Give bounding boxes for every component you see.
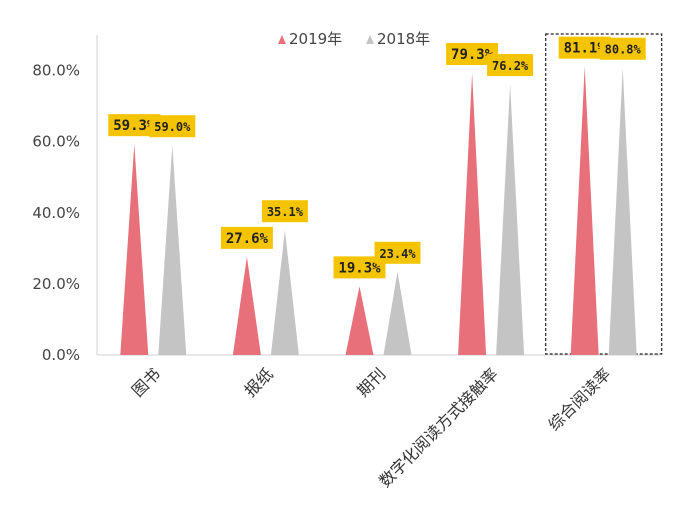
data-label: 27.6% <box>226 231 269 247</box>
data-label: 79.3% <box>451 47 494 63</box>
data-label-box <box>487 54 534 77</box>
data-label-box <box>333 256 386 279</box>
data-label: 76.2% <box>492 59 529 73</box>
data-label-box <box>108 114 161 137</box>
data-label: 81.1% <box>564 41 607 57</box>
triangle-bar <box>458 73 487 356</box>
legend-label: 2018年 <box>377 30 430 48</box>
y-tick-label: 0.0% <box>42 346 80 364</box>
data-label-box <box>374 241 421 264</box>
category-label: 数字化阅读方式接触率 <box>375 364 502 491</box>
data-label: 19.3% <box>338 260 381 276</box>
triangle-bar <box>608 67 637 355</box>
category-label: 报纸 <box>241 364 277 400</box>
data-label-box <box>446 43 499 66</box>
triangle-bar <box>570 66 599 356</box>
data-label: 23.4% <box>379 247 416 261</box>
triangle-bar <box>496 84 525 356</box>
data-label: 80.8% <box>605 43 642 57</box>
category-label: 图书 <box>128 364 164 400</box>
triangle-bar <box>120 144 149 355</box>
data-label: 35.1% <box>267 205 304 219</box>
legend-marker <box>278 35 286 44</box>
triangle-bar <box>383 271 412 355</box>
data-label-box <box>149 115 196 138</box>
legend-label: 2019年 <box>289 30 342 48</box>
y-tick-label: 20.0% <box>32 275 80 293</box>
triangle-bar <box>270 230 299 355</box>
data-label-box <box>261 200 308 223</box>
data-label: 59.0% <box>154 120 191 134</box>
highlight-box <box>545 33 663 355</box>
data-label-box <box>558 36 611 59</box>
triangle-bar <box>158 145 187 355</box>
category-label: 综合阅读率 <box>545 364 615 434</box>
triangle-bar <box>232 256 261 355</box>
y-tick-label: 40.0% <box>32 204 80 222</box>
y-tick-label: 80.0% <box>32 62 80 80</box>
triangle-bar <box>345 286 374 355</box>
data-label-box <box>220 226 273 249</box>
legend-marker <box>366 35 374 44</box>
data-label-box <box>599 37 646 60</box>
data-label: 59.3% <box>113 118 156 134</box>
y-tick-label: 60.0% <box>32 133 80 151</box>
category-label: 期刊 <box>353 364 389 400</box>
